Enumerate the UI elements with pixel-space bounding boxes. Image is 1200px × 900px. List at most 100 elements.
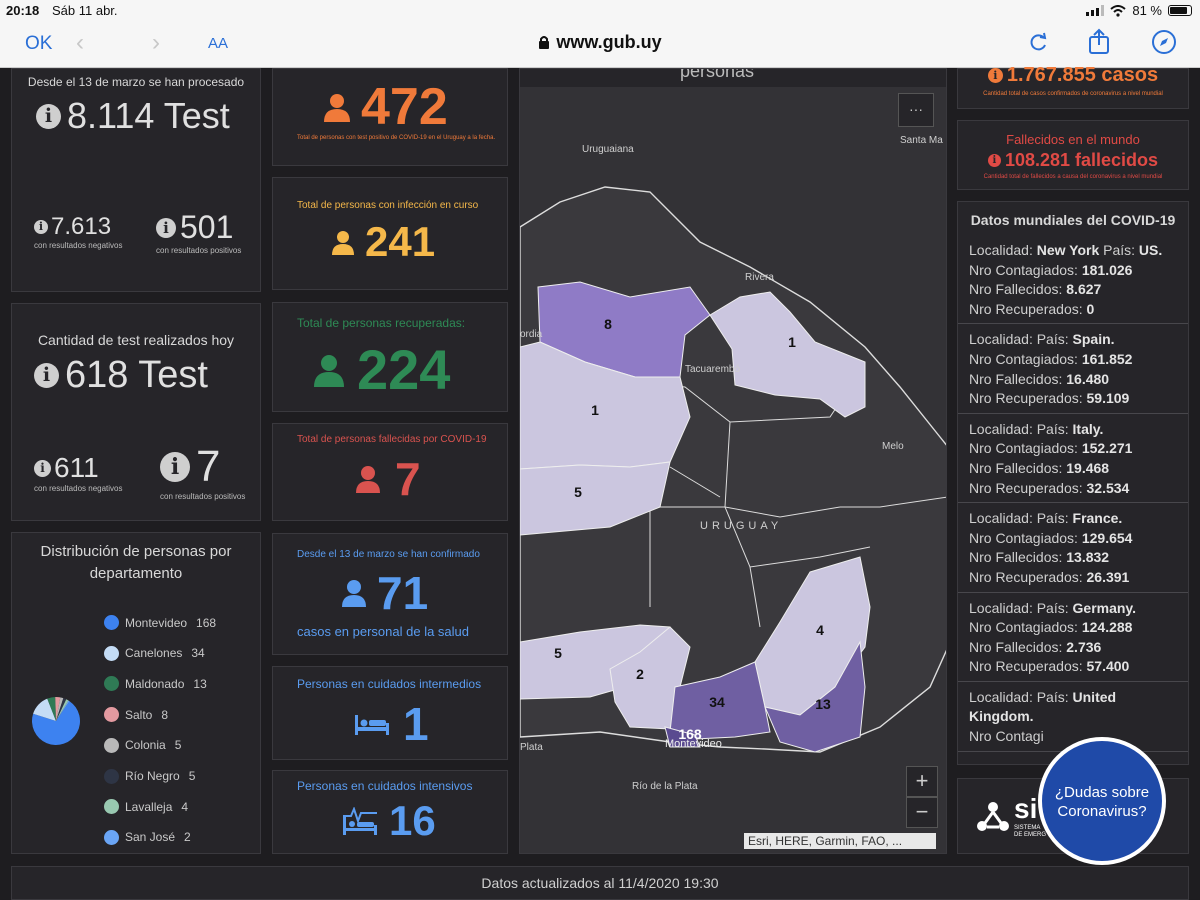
status-time: 20:18 bbox=[6, 3, 40, 18]
world-entry-label: Nro Fallecidos: bbox=[969, 638, 1063, 655]
ok-button[interactable]: OK bbox=[25, 33, 53, 54]
pie-slice bbox=[56, 699, 69, 721]
positives-value: 472 bbox=[361, 78, 448, 136]
lock-icon bbox=[539, 36, 550, 49]
deceased-value: 7 bbox=[395, 453, 421, 505]
deceased-panel: Total de personas fallecidas por COVID-1… bbox=[272, 423, 508, 521]
legend-name: Maldonado bbox=[125, 676, 185, 691]
world-entry-label: Localidad: bbox=[969, 510, 1033, 527]
reload-icon[interactable] bbox=[1027, 31, 1049, 53]
zoom-out-button[interactable]: − bbox=[906, 797, 938, 828]
tests-positives-value: 501 bbox=[180, 209, 234, 245]
back-button[interactable]: ‹ bbox=[76, 29, 84, 56]
distribution-pie-chart bbox=[32, 697, 80, 745]
map-attribution: Esri, HERE, Garmin, FAO, ... bbox=[744, 833, 936, 849]
legend-name: Lavalleja bbox=[125, 799, 173, 814]
legend-dot bbox=[104, 829, 119, 845]
world-entry-label: Localidad: bbox=[969, 331, 1033, 348]
world-entry-label: País: bbox=[1036, 420, 1069, 437]
world-entry-value: 2.736 bbox=[1066, 638, 1102, 655]
world-entry-label: Localidad: bbox=[969, 242, 1033, 258]
map-panel: personas 8 1 1 5 5 2 34 4 13 168 bbox=[519, 68, 947, 854]
world-deaths-panel: Fallecidos en el mundo i 108.281 falleci… bbox=[957, 120, 1189, 190]
place-label: Río de la Plata bbox=[632, 781, 698, 792]
person-icon bbox=[332, 231, 354, 255]
world-entry-label: Nro Recuperados: bbox=[969, 568, 1083, 585]
intermediate-care-panel: Personas en cuidados intermedios 1 bbox=[272, 666, 508, 760]
world-entry-value: 19.468 bbox=[1066, 459, 1110, 476]
help-bubble-line2: Coronavirus? bbox=[1057, 803, 1147, 820]
count-label: 168 bbox=[678, 726, 702, 742]
count-label: 34 bbox=[709, 694, 725, 710]
legend-dot bbox=[104, 676, 119, 692]
world-entry-value: US. bbox=[1138, 242, 1163, 258]
health-staff-value: 71 bbox=[377, 567, 429, 619]
legend-value: 5 bbox=[188, 769, 196, 783]
forward-button[interactable]: › bbox=[152, 29, 160, 56]
world-entry-value: 124.288 bbox=[1081, 619, 1133, 636]
person-icon bbox=[314, 354, 344, 387]
today-positives-label: con resultados positivos bbox=[160, 492, 246, 501]
world-cases-panel: i 1.767.855 casos Cantidad total de caso… bbox=[957, 64, 1189, 109]
count-label: 5 bbox=[574, 484, 582, 500]
zoom-in-button[interactable]: + bbox=[906, 766, 938, 797]
legend-value: 8 bbox=[161, 707, 169, 722]
world-list: Localidad: New York País: US. Nro Contag… bbox=[958, 235, 1188, 752]
legend-name: Colonia bbox=[125, 738, 166, 753]
address-bar[interactable]: www.gub.uy bbox=[0, 32, 1200, 53]
info-icon: i bbox=[156, 217, 176, 238]
legend-dot bbox=[104, 768, 119, 784]
world-entry-value: Germany. bbox=[1072, 599, 1137, 616]
place-label: Plata bbox=[520, 742, 543, 753]
world-deaths-title: Fallecidos en el mundo bbox=[1006, 132, 1140, 147]
person-icon bbox=[342, 580, 366, 607]
world-entry-label: Nro Fallecidos: bbox=[969, 549, 1063, 566]
count-label: 13 bbox=[815, 696, 831, 712]
world-entry-value: 8.627 bbox=[1066, 281, 1102, 298]
world-entry: Localidad: País: France. Nro Contagiados… bbox=[958, 503, 1188, 593]
world-deaths-label: Cantidad total de fallecidos a causa del… bbox=[983, 174, 1163, 180]
footer-updated-text: Datos actualizados al 11/4/2020 19:30 bbox=[481, 875, 719, 891]
intermediate-care-value: 1 bbox=[403, 698, 429, 750]
active-panel: Total de personas con infección en curso… bbox=[272, 177, 508, 290]
tests-negatives-value: 7.613 bbox=[51, 213, 112, 240]
help-bubble-button[interactable]: ¿Dudas sobre Coronavirus? bbox=[1038, 737, 1166, 865]
world-entry-label: País: bbox=[1103, 242, 1136, 258]
count-label: 8 bbox=[604, 316, 612, 332]
world-entry-label: Nro Recuperados: bbox=[969, 300, 1083, 317]
world-entry-label: País: bbox=[1036, 331, 1069, 348]
world-entry-label: Nro Contagiados: bbox=[969, 350, 1078, 367]
world-entry-value: New York bbox=[1036, 242, 1100, 258]
world-entry-value: Spain. bbox=[1072, 331, 1115, 348]
text-size-button[interactable]: AA bbox=[208, 35, 229, 52]
sinae-logo-text: si bbox=[1014, 793, 1038, 824]
battery-percent: 81 % bbox=[1132, 3, 1162, 18]
uruguay-map[interactable]: 8 1 1 5 5 2 34 4 13 168 Uruguaiana Santa… bbox=[520, 87, 947, 853]
pie-slice bbox=[55, 697, 61, 721]
world-entry-value: 129.654 bbox=[1081, 529, 1133, 546]
help-bubble-line1: ¿Dudas sobre bbox=[1054, 784, 1150, 801]
world-entry: Localidad: País: Germany. Nro Contagiado… bbox=[958, 593, 1188, 682]
map-menu-button[interactable]: ··· bbox=[898, 93, 934, 127]
tests-positives-label: con resultados positivos bbox=[156, 246, 242, 255]
world-entry-value: 16.480 bbox=[1066, 370, 1110, 387]
legend-item: Río Negro 5 bbox=[104, 768, 196, 784]
count-label: 1 bbox=[788, 334, 796, 350]
count-label: 4 bbox=[816, 622, 824, 638]
world-entry-value: 32.534 bbox=[1086, 479, 1130, 496]
info-icon: i bbox=[34, 363, 59, 388]
status-date: Sáb 11 abr. bbox=[52, 3, 118, 18]
world-list-title: Datos mundiales del COVID-19 bbox=[970, 212, 1176, 228]
count-label: 2 bbox=[636, 666, 644, 682]
place-label: Tacuarembó bbox=[685, 364, 740, 375]
world-entry-label: País: bbox=[1036, 510, 1069, 527]
share-icon[interactable] bbox=[1088, 28, 1110, 54]
world-entry-value: 26.391 bbox=[1086, 568, 1130, 585]
health-staff-label: Desde el 13 de marzo se han confirmado bbox=[297, 549, 480, 560]
compass-icon[interactable] bbox=[1152, 30, 1176, 54]
legend-dot bbox=[104, 615, 119, 630]
world-entry-value: 152.271 bbox=[1081, 440, 1133, 457]
legend-dot bbox=[104, 737, 119, 753]
url-text: www.gub.uy bbox=[556, 32, 662, 52]
legend-item: Canelones 34 bbox=[104, 645, 205, 661]
